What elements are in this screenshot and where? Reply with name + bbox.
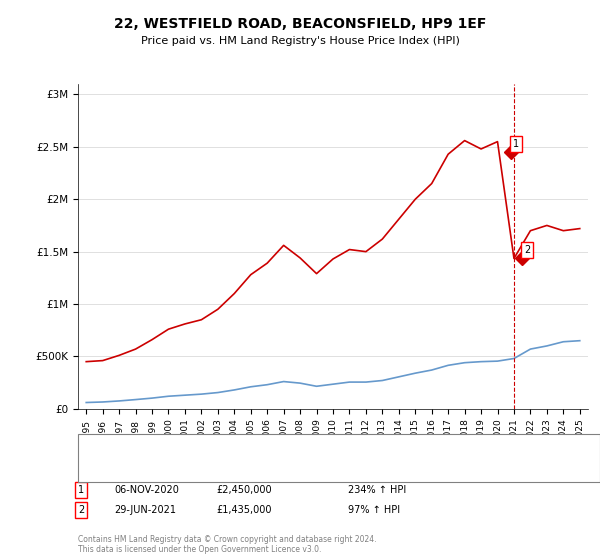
Text: 2: 2 [78,505,84,515]
Text: Price paid vs. HM Land Registry's House Price Index (HPI): Price paid vs. HM Land Registry's House … [140,36,460,46]
Text: 06-NOV-2020: 06-NOV-2020 [114,485,179,495]
Text: 2: 2 [524,245,530,255]
Text: 22, WESTFIELD ROAD, BEACONSFIELD, HP9 1EF: 22, WESTFIELD ROAD, BEACONSFIELD, HP9 1E… [114,17,486,31]
Text: 29-JUN-2021: 29-JUN-2021 [114,505,176,515]
Text: 234% ↑ HPI: 234% ↑ HPI [348,485,406,495]
Text: £1,435,000: £1,435,000 [216,505,271,515]
Text: 22, WESTFIELD ROAD, BEACONSFIELD, HP9 1EF (detached house): 22, WESTFIELD ROAD, BEACONSFIELD, HP9 1E… [126,447,422,456]
Text: £2,450,000: £2,450,000 [216,485,272,495]
Text: 97% ↑ HPI: 97% ↑ HPI [348,505,400,515]
Text: 1: 1 [78,485,84,495]
Text: Contains HM Land Registry data © Crown copyright and database right 2024.
This d: Contains HM Land Registry data © Crown c… [78,535,377,554]
Text: HPI: Average price, detached house, Buckinghamshire: HPI: Average price, detached house, Buck… [126,468,372,477]
Text: 1: 1 [514,139,520,149]
